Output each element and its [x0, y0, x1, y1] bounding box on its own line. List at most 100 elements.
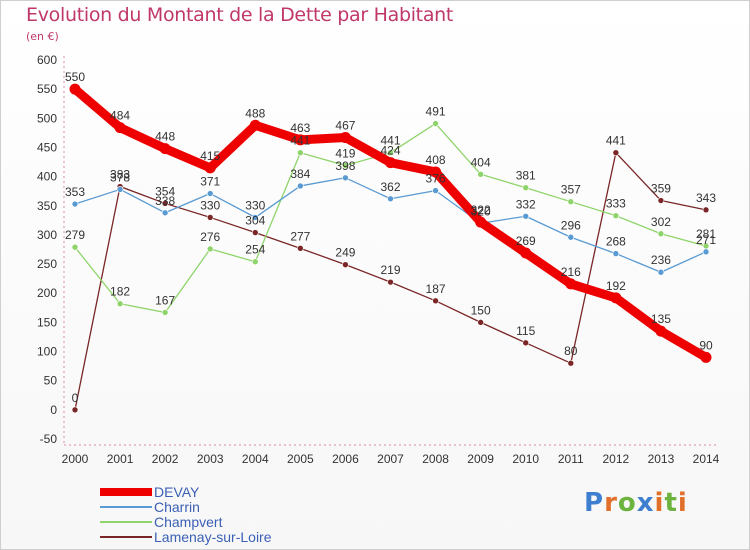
data-point	[251, 214, 259, 221]
data-label: 90	[699, 338, 713, 352]
y-tick-label: 300	[37, 228, 57, 242]
data-label: 167	[155, 293, 175, 307]
legend-item: Champvert	[100, 513, 272, 530]
x-tick-label: 2013	[648, 452, 675, 466]
data-label: 419	[335, 147, 355, 161]
data-point	[342, 174, 349, 182]
data-point	[657, 268, 665, 276]
data-label: 424	[380, 144, 400, 158]
data-label: 484	[110, 109, 130, 123]
data-label: 378	[110, 170, 130, 184]
data-point	[116, 300, 124, 308]
y-tick-label: 200	[37, 286, 57, 300]
data-label: 80	[564, 344, 578, 358]
x-tick-label: 2003	[197, 452, 224, 466]
y-tick-label: 150	[37, 315, 57, 329]
data-label: 404	[471, 155, 491, 169]
data-point	[342, 261, 349, 268]
data-point	[294, 134, 306, 146]
data-point	[387, 195, 394, 203]
y-tick-label: 50	[44, 374, 58, 388]
data-point	[297, 245, 304, 252]
data-label: 371	[200, 175, 220, 189]
y-tick-label: 450	[37, 140, 57, 154]
data-point	[702, 248, 710, 256]
data-label: 236	[651, 253, 671, 267]
data-point	[116, 186, 124, 193]
data-label: 357	[561, 183, 581, 197]
logo-letter: i	[654, 488, 665, 518]
data-point	[339, 132, 351, 144]
data-label: 216	[561, 265, 581, 279]
legend-label: Champvert	[154, 513, 223, 530]
data-point	[251, 229, 259, 236]
data-point	[475, 216, 487, 228]
data-label: 302	[651, 215, 671, 229]
data-point	[159, 143, 171, 155]
data-point	[567, 359, 575, 367]
proxiti-logo: Proxiti	[584, 488, 688, 518]
data-label: 354	[155, 184, 175, 198]
data-label: 268	[606, 235, 626, 249]
x-tick-label: 2006	[332, 452, 359, 466]
data-point	[432, 187, 439, 194]
x-tick-label: 2012	[603, 452, 630, 466]
data-label: 276	[200, 230, 220, 244]
data-point	[114, 122, 126, 134]
legend-label: Charrin	[154, 498, 200, 515]
data-label: 384	[290, 167, 310, 181]
legend-swatch	[100, 535, 152, 538]
data-label: 550	[65, 70, 85, 84]
data-label: 304	[245, 214, 265, 228]
data-label: 381	[516, 169, 536, 183]
data-label: 448	[155, 130, 175, 144]
data-label: 353	[65, 185, 85, 199]
y-tick-label: 350	[37, 199, 57, 213]
x-tick-label: 2008	[422, 452, 449, 466]
data-label: 322	[471, 203, 491, 217]
y-tick-label: 100	[37, 345, 57, 359]
y-tick-label: 500	[37, 111, 57, 125]
data-label: 330	[200, 198, 220, 212]
chart-title: Evolution du Montant de la Dette par Hab…	[26, 4, 454, 26]
y-tick-label: 400	[37, 170, 57, 184]
data-label: 463	[290, 121, 310, 135]
data-label: 277	[290, 229, 310, 243]
data-label: 441	[290, 134, 310, 148]
data-label: 249	[335, 246, 355, 260]
data-label: 150	[471, 303, 491, 317]
data-label: 0	[72, 391, 79, 405]
data-point	[657, 230, 665, 238]
data-point	[206, 214, 214, 221]
data-label: 398	[335, 159, 355, 173]
data-point	[612, 250, 620, 257]
data-point	[161, 309, 169, 316]
data-point	[612, 149, 620, 157]
data-label: 320	[471, 204, 491, 218]
data-label: 467	[335, 119, 355, 133]
y-tick-label: 600	[37, 53, 57, 67]
data-label: 441	[606, 134, 626, 148]
data-point	[657, 197, 665, 204]
legend-item: DEVAY	[100, 484, 272, 500]
data-point	[251, 258, 259, 266]
data-point	[69, 83, 81, 95]
legend-item: Lamenay-sur-Loire	[100, 529, 272, 545]
logo-letter: r	[604, 488, 618, 518]
data-point	[297, 149, 304, 157]
data-label: 115	[516, 324, 535, 338]
data-point	[430, 166, 442, 178]
x-tick-label: 2004	[242, 452, 269, 466]
data-point	[387, 278, 394, 286]
data-label: 491	[426, 105, 446, 119]
data-label: 254	[245, 243, 265, 257]
chart-subtitle: (en €)	[26, 30, 59, 43]
y-tick-label: 250	[37, 257, 57, 271]
data-label: 332	[516, 197, 536, 211]
data-label: 269	[516, 234, 536, 248]
logo-letter: t	[664, 488, 678, 518]
data-label: 376	[426, 172, 446, 186]
x-tick-label: 2001	[107, 452, 134, 466]
x-tick-label: 2009	[467, 452, 494, 466]
